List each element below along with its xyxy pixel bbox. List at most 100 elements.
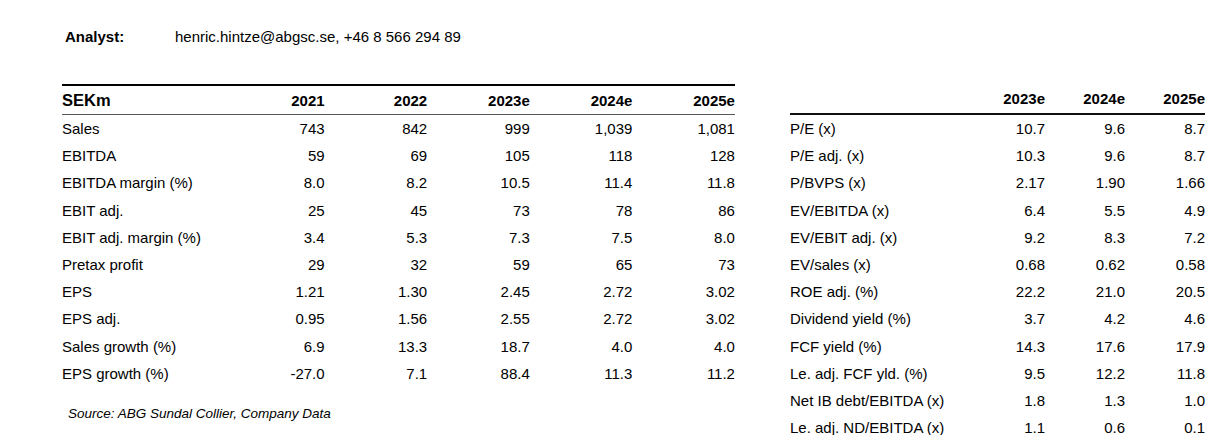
row-label: EBIT adj. margin (%)	[62, 229, 222, 246]
cell-value: 1.21	[222, 283, 325, 300]
cell-value: 1.8	[965, 392, 1045, 409]
cell-value: 14.3	[965, 338, 1045, 355]
col-header-2022: 2022	[325, 92, 428, 109]
cell-value: 3.02	[632, 310, 735, 327]
table-row: P/E adj. (x) 10.3 9.6 8.7	[790, 142, 1205, 169]
row-label: EV/EBITDA (x)	[790, 202, 965, 219]
cell-value: 6.9	[222, 338, 325, 355]
table-row: EPS adj. 0.95 1.56 2.55 2.72 3.02	[62, 305, 735, 332]
valuation-table-header: 2023e 2024e 2025e	[790, 84, 1205, 115]
row-label: EPS	[62, 283, 222, 300]
table-row: EPS 1.21 1.30 2.45 2.72 3.02	[62, 278, 735, 305]
cell-value: 9.2	[965, 229, 1045, 246]
row-label: P/E (x)	[790, 120, 965, 137]
cell-value: 4.9	[1125, 202, 1205, 219]
cell-value: 69	[325, 147, 428, 164]
cell-value: 12.2	[1045, 365, 1125, 382]
valuation-table-body: P/E (x) 10.7 9.6 8.7 P/E adj. (x) 10.3 9…	[790, 115, 1205, 435]
col-header-2024e: 2024e	[1045, 90, 1125, 107]
cell-value: 17.9	[1125, 338, 1205, 355]
table-row: EV/EBITDA (x) 6.4 5.5 4.9	[790, 197, 1205, 224]
cell-value: 59	[427, 256, 530, 273]
cell-value: 2.55	[427, 310, 530, 327]
row-label: Sales	[62, 120, 222, 137]
cell-value: 21.0	[1045, 283, 1125, 300]
cell-value: 4.6	[1125, 310, 1205, 327]
table-row: P/BVPS (x) 2.17 1.90 1.66	[790, 169, 1205, 196]
col-header-2025e: 2025e	[1125, 90, 1205, 107]
cell-value: 10.3	[965, 147, 1045, 164]
col-header-2024e: 2024e	[530, 92, 633, 109]
cell-value: 2.17	[965, 174, 1045, 191]
cell-value: 10.5	[427, 174, 530, 191]
cell-value: 7.3	[427, 229, 530, 246]
table-row: EBITDA 59 69 105 118 128	[62, 142, 735, 169]
row-label: P/E adj. (x)	[790, 147, 965, 164]
col-header-2021: 2021	[222, 92, 325, 109]
cell-value: 1.3	[1045, 392, 1125, 409]
cell-value: 1.1	[965, 419, 1045, 435]
table-row: ROE adj. (%) 22.2 21.0 20.5	[790, 278, 1205, 305]
table-row: Sales 743 842 999 1,039 1,081	[62, 115, 735, 142]
cell-value: 11.8	[1125, 365, 1205, 382]
cell-value: 0.68	[965, 256, 1045, 273]
cell-value: 3.7	[965, 310, 1045, 327]
cell-value: 1,081	[632, 120, 735, 137]
cell-value: 8.0	[222, 174, 325, 191]
source-note: Source: ABG Sundal Collier, Company Data	[68, 405, 331, 422]
cell-value: 65	[530, 256, 633, 273]
row-label: EV/sales (x)	[790, 256, 965, 273]
cell-value: 3.4	[222, 229, 325, 246]
cell-value: 842	[325, 120, 428, 137]
row-label: Dividend yield (%)	[790, 310, 965, 327]
cell-value: 8.2	[325, 174, 428, 191]
cell-value: 1.66	[1125, 174, 1205, 191]
row-label: ROE adj. (%)	[790, 283, 965, 300]
row-label: P/BVPS (x)	[790, 174, 965, 191]
row-label: FCF yield (%)	[790, 338, 965, 355]
cell-value: 5.3	[325, 229, 428, 246]
cell-value: 25	[222, 202, 325, 219]
cell-value: 4.0	[530, 338, 633, 355]
cell-value: 29	[222, 256, 325, 273]
row-label: Le. adj. ND/EBITDA (x)	[790, 419, 965, 435]
financials-table-body: Sales 743 842 999 1,039 1,081 EBITDA 59 …	[62, 115, 735, 387]
cell-value: 0.58	[1125, 256, 1205, 273]
valuation-table: 2023e 2024e 2025e P/E (x) 10.7 9.6 8.7 P…	[790, 84, 1205, 435]
row-label: EPS growth (%)	[62, 365, 222, 382]
col-header-2023e: 2023e	[427, 92, 530, 109]
cell-value: 59	[222, 147, 325, 164]
row-label: EPS adj.	[62, 310, 222, 327]
cell-value: 8.7	[1125, 120, 1205, 137]
table-row: EPS growth (%) -27.0 7.1 88.4 11.3 11.2	[62, 360, 735, 387]
financials-table-header: SEKm 2021 2022 2023e 2024e 2025e	[62, 84, 735, 115]
cell-value: 13.3	[325, 338, 428, 355]
cell-value: 6.4	[965, 202, 1045, 219]
financials-table-title: SEKm	[62, 91, 222, 110]
table-row: EBIT adj. 25 45 73 78 86	[62, 197, 735, 224]
cell-value: 1.90	[1045, 174, 1125, 191]
cell-value: 1.0	[1125, 392, 1205, 409]
cell-value: 88.4	[427, 365, 530, 382]
row-label: Pretax profit	[62, 256, 222, 273]
cell-value: 10.7	[965, 120, 1045, 137]
row-label: Sales growth (%)	[62, 338, 222, 355]
cell-value: 73	[427, 202, 530, 219]
cell-value: 999	[427, 120, 530, 137]
cell-value: 4.2	[1045, 310, 1125, 327]
analyst-label: Analyst:	[65, 28, 175, 46]
cell-value: 8.0	[632, 229, 735, 246]
row-label: EBITDA	[62, 147, 222, 164]
cell-value: 118	[530, 147, 633, 164]
cell-value: 45	[325, 202, 428, 219]
cell-value: 78	[530, 202, 633, 219]
analyst-row: Analyst:henric.hintze@abgsc.se, +46 8 56…	[65, 28, 461, 46]
table-row: EV/EBIT adj. (x) 9.2 8.3 7.2	[790, 224, 1205, 251]
cell-value: 22.2	[965, 283, 1045, 300]
financials-table: SEKm 2021 2022 2023e 2024e 2025e Sales 7…	[62, 84, 735, 387]
cell-value: 86	[632, 202, 735, 219]
table-row: Dividend yield (%) 3.7 4.2 4.6	[790, 305, 1205, 332]
col-header-2023e: 2023e	[965, 90, 1045, 107]
cell-value: 5.5	[1045, 202, 1125, 219]
cell-value: 105	[427, 147, 530, 164]
